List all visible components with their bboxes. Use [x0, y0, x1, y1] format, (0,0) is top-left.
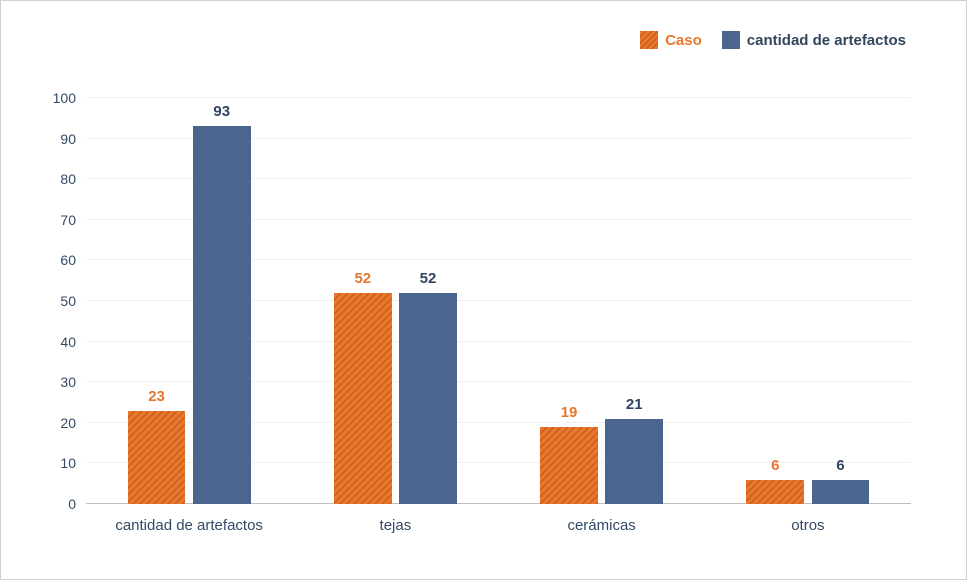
y-tick-label: 90 [60, 131, 86, 147]
y-tick-label: 50 [60, 293, 86, 309]
grid-line [86, 97, 911, 98]
y-tick-label: 30 [60, 374, 86, 390]
bar-value: 6 [836, 457, 844, 480]
y-tick-label: 70 [60, 212, 86, 228]
bar-value: 23 [148, 388, 165, 411]
y-tick-label: 60 [60, 252, 86, 268]
bar-1-1: 52 [399, 293, 457, 504]
bar-value: 52 [420, 270, 437, 293]
bar-0-0: 23 [128, 411, 186, 504]
bar-value: 52 [354, 270, 371, 293]
x-tick-label: cantidad de artefactos [115, 517, 263, 534]
legend-item-1: cantidad de artefactos [722, 31, 906, 49]
plot-area: 0102030405060708090100cantidad de artefa… [86, 76, 911, 504]
y-tick-label: 0 [68, 496, 86, 512]
bar-1-3: 6 [812, 480, 870, 504]
bar-0-1: 52 [334, 293, 392, 504]
legend-label-1: cantidad de artefactos [747, 32, 906, 49]
legend-swatch-1 [722, 31, 740, 49]
bar-1-0: 93 [193, 126, 251, 504]
legend-swatch-0 [640, 31, 658, 49]
bar-value: 19 [561, 404, 578, 427]
y-tick-label: 10 [60, 455, 86, 471]
chart-container: Casocantidad de artefactos 0102030405060… [0, 0, 967, 580]
x-tick-label: cerámicas [567, 517, 635, 534]
legend-item-0: Caso [640, 31, 702, 49]
bar-0-2: 19 [540, 427, 598, 504]
bar-value: 21 [626, 396, 643, 419]
bar-value: 93 [213, 103, 230, 126]
bar-value: 6 [771, 457, 779, 480]
bar-0-3: 6 [746, 480, 804, 504]
y-tick-label: 80 [60, 171, 86, 187]
y-tick-label: 100 [53, 90, 86, 106]
bar-1-2: 21 [605, 419, 663, 504]
y-tick-label: 40 [60, 334, 86, 350]
legend: Caso cantidad de artefactos [640, 31, 906, 49]
y-tick-label: 20 [60, 415, 86, 431]
x-tick-label: otros [791, 517, 824, 534]
legend-label-0: Caso [665, 32, 702, 49]
x-tick-label: tejas [380, 517, 412, 534]
